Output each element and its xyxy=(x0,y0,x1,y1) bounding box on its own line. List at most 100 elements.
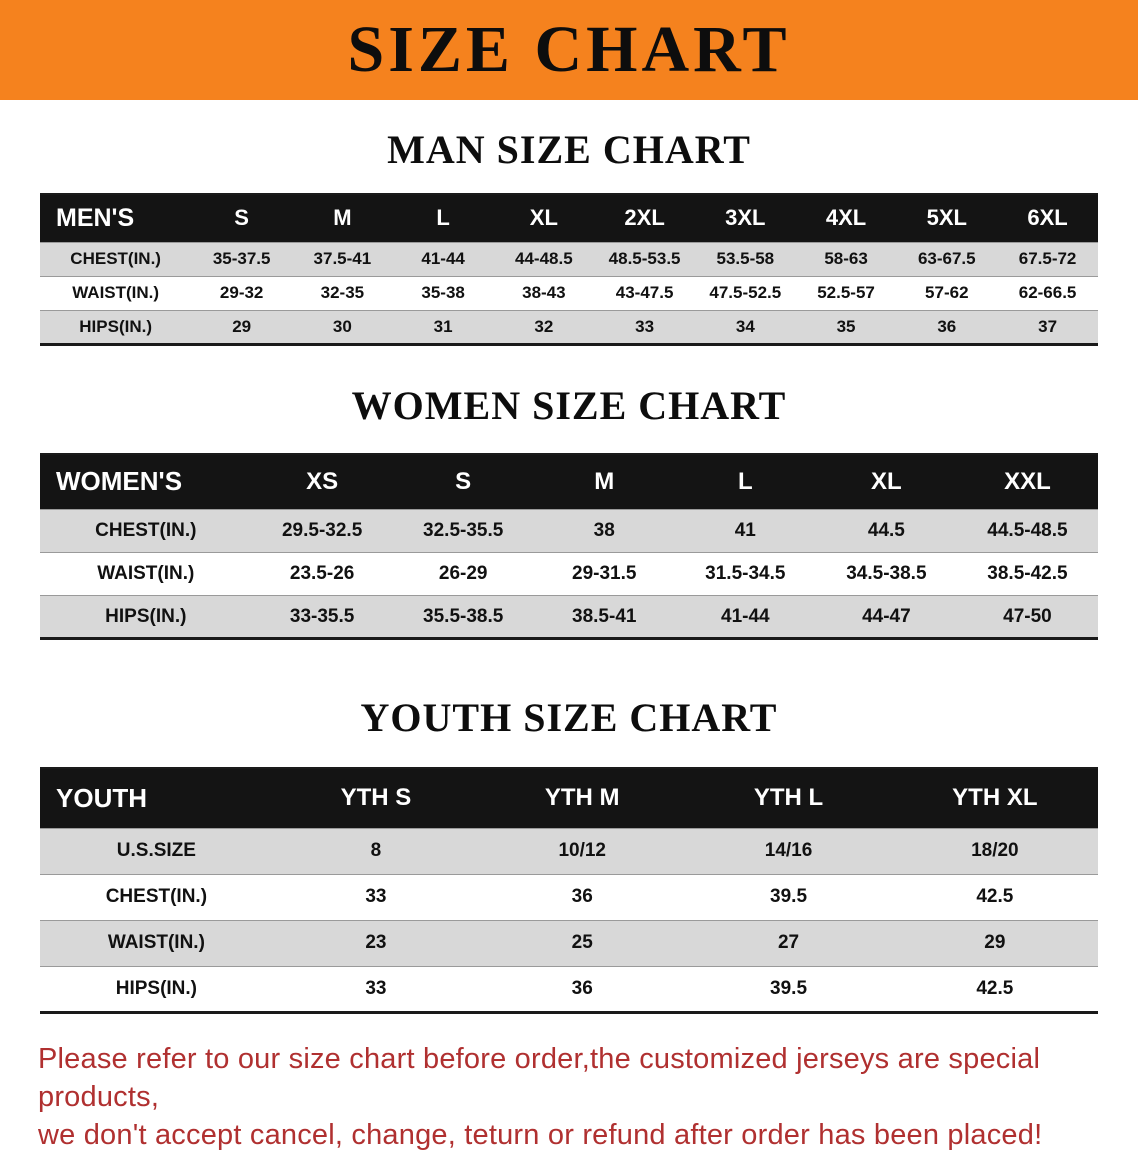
size-value-cell: 38-43 xyxy=(493,275,595,310)
page-title: SIZE CHART xyxy=(347,13,791,86)
women-size-table: WOMEN'S XS S M L XL XXL CHEST(IN.) 29.5-32.5 32.5… xyxy=(40,452,1098,640)
row-label-cell: U.S.SIZE xyxy=(40,827,273,874)
youth-size-table: YOUTH YTH S YTH M YTH L YTH XL U.S.SIZE 8 10/12… xyxy=(40,767,1098,1014)
table-row: WAIST(IN.) 29-32 32-35 35-38 38-43 43-47.5 47.… xyxy=(40,275,1098,310)
size-value-cell: 44-47 xyxy=(815,595,957,639)
row-label-cell: WAIST(IN.) xyxy=(40,552,252,596)
size-header-cell: M xyxy=(292,194,393,242)
size-value-cell: 62-66.5 xyxy=(997,275,1098,310)
men-size-section: MAN SIZE CHART MEN'S S M L XL 2XL 3XL 4XL 5XL 6XL… xyxy=(0,126,1138,346)
size-value-cell: 8 xyxy=(272,827,480,874)
table-header-row: WOMEN'S XS S M L XL XXL xyxy=(40,453,1098,510)
size-value-cell: 33 xyxy=(272,965,480,1012)
size-value-cell: 53.5-58 xyxy=(694,241,796,276)
size-value-cell: 33 xyxy=(272,873,480,920)
size-header-cell: S xyxy=(392,453,534,510)
size-value-cell: 10/12 xyxy=(479,827,686,874)
size-value-cell: 14/16 xyxy=(685,827,892,874)
disclaimer-line-2: we don't accept cancel, change, teturn o… xyxy=(38,1118,1043,1151)
size-value-cell: 29 xyxy=(891,919,1098,966)
table-row: HIPS(IN.) 33-35.5 35.5-38.5 38.5-41 41-44 44-… xyxy=(40,595,1098,639)
size-value-cell: 37.5-41 xyxy=(292,241,393,276)
table-header-row: MEN'S S M L XL 2XL 3XL 4XL 5XL 6XL xyxy=(40,194,1098,242)
size-header-cell: 5XL xyxy=(896,194,998,242)
size-header-cell: 3XL xyxy=(694,194,796,242)
table-row: CHEST(IN.) 29.5-32.5 32.5-35.5 38 41 44.5 44.5… xyxy=(40,509,1098,553)
table-header-row: YOUTH YTH S YTH M YTH L YTH XL xyxy=(40,768,1098,828)
size-value-cell: 63-67.5 xyxy=(896,241,998,276)
size-value-cell: 43-47.5 xyxy=(594,275,695,310)
size-header-cell: XS xyxy=(251,453,393,510)
size-value-cell: 31.5-34.5 xyxy=(674,552,816,596)
size-value-cell: 39.5 xyxy=(685,873,892,920)
women-size-section: WOMEN SIZE CHART WOMEN'S XS S M L XL XXL CHEST(… xyxy=(0,382,1138,640)
table-row: HIPS(IN.) 33 36 39.5 42.5 xyxy=(40,965,1098,1012)
table-title-cell: WOMEN'S xyxy=(40,453,252,510)
size-header-cell: 2XL xyxy=(594,194,695,242)
size-value-cell: 34 xyxy=(694,309,796,344)
size-value-cell: 23.5-26 xyxy=(251,552,393,596)
size-value-cell: 41-44 xyxy=(674,595,816,639)
row-label-cell: CHEST(IN.) xyxy=(40,241,192,276)
size-value-cell: 30 xyxy=(292,309,393,344)
size-header-cell: XL xyxy=(493,194,595,242)
size-header-cell: 6XL xyxy=(997,194,1098,242)
size-value-cell: 29-31.5 xyxy=(533,552,675,596)
size-value-cell: 44.5 xyxy=(815,509,957,553)
size-value-cell: 48.5-53.5 xyxy=(594,241,695,276)
size-header-cell: L xyxy=(674,453,816,510)
row-label-cell: WAIST(IN.) xyxy=(40,275,192,310)
size-value-cell: 35-37.5 xyxy=(191,241,293,276)
size-value-cell: 47.5-52.5 xyxy=(694,275,796,310)
men-section-heading: MAN SIZE CHART xyxy=(387,127,751,172)
size-value-cell: 36 xyxy=(479,873,686,920)
size-value-cell: 18/20 xyxy=(891,827,1098,874)
size-value-cell: 27 xyxy=(685,919,892,966)
table-row: CHEST(IN.) 35-37.5 37.5-41 41-44 44-48.5 48.5… xyxy=(40,241,1098,276)
size-header-cell: S xyxy=(191,194,293,242)
size-value-cell: 38.5-42.5 xyxy=(956,552,1098,596)
table-title-cell: MEN'S xyxy=(40,194,192,242)
row-label-cell: HIPS(IN.) xyxy=(40,595,252,639)
size-value-cell: 39.5 xyxy=(685,965,892,1012)
row-label-cell: HIPS(IN.) xyxy=(40,309,192,344)
size-value-cell: 25 xyxy=(479,919,686,966)
size-value-cell: 23 xyxy=(272,919,480,966)
size-header-cell: XXL xyxy=(956,453,1098,510)
size-value-cell: 67.5-72 xyxy=(997,241,1098,276)
size-header-cell: L xyxy=(392,194,494,242)
size-header-cell: YTH XL xyxy=(891,768,1098,828)
size-header-cell: 4XL xyxy=(795,194,897,242)
youth-section-heading: YOUTH SIZE CHART xyxy=(360,695,778,740)
size-value-cell: 29.5-32.5 xyxy=(251,509,393,553)
size-value-cell: 42.5 xyxy=(891,873,1098,920)
size-value-cell: 38 xyxy=(533,509,675,553)
disclaimer-line-1: Please refer to our size chart before or… xyxy=(38,1042,1041,1113)
size-value-cell: 38.5-41 xyxy=(533,595,675,639)
size-value-cell: 29-32 xyxy=(191,275,293,310)
size-value-cell: 52.5-57 xyxy=(795,275,897,310)
size-value-cell: 44.5-48.5 xyxy=(956,509,1098,553)
size-value-cell: 32.5-35.5 xyxy=(392,509,534,553)
size-value-cell: 32-35 xyxy=(292,275,393,310)
size-value-cell: 26-29 xyxy=(392,552,534,596)
size-value-cell: 37 xyxy=(997,309,1098,344)
size-value-cell: 35.5-38.5 xyxy=(392,595,534,639)
women-section-heading: WOMEN SIZE CHART xyxy=(351,382,787,428)
row-label-cell: WAIST(IN.) xyxy=(40,919,273,966)
table-row: U.S.SIZE 8 10/12 14/16 18/20 xyxy=(40,827,1098,874)
table-row: HIPS(IN.) 29 30 31 32 33 34 35 36 37 xyxy=(40,309,1098,344)
size-value-cell: 36 xyxy=(479,965,686,1012)
size-value-cell: 31 xyxy=(392,309,494,344)
size-value-cell: 41-44 xyxy=(392,241,494,276)
disclaimer: Please refer to our size chart before or… xyxy=(38,1040,1100,1154)
size-value-cell: 29 xyxy=(191,309,293,344)
table-row: CHEST(IN.) 33 36 39.5 42.5 xyxy=(40,873,1098,920)
row-label-cell: CHEST(IN.) xyxy=(40,873,273,920)
size-header-cell: XL xyxy=(815,453,957,510)
size-value-cell: 35-38 xyxy=(392,275,494,310)
size-value-cell: 33-35.5 xyxy=(251,595,393,639)
size-value-cell: 35 xyxy=(795,309,897,344)
size-value-cell: 58-63 xyxy=(795,241,897,276)
size-header-cell: YTH S xyxy=(272,768,480,828)
